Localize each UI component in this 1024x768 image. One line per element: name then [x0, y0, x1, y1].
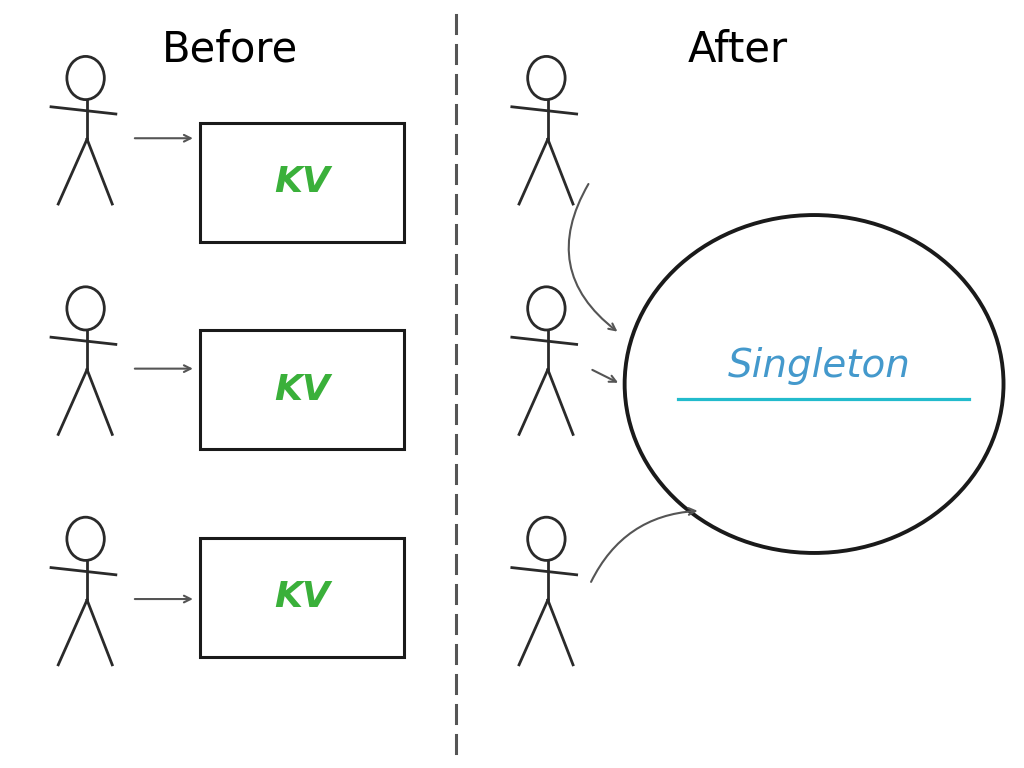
Text: Before: Before [162, 29, 299, 71]
Ellipse shape [527, 286, 565, 330]
Bar [200, 123, 404, 242]
Ellipse shape [527, 56, 565, 100]
Text: Singleton: Singleton [728, 347, 910, 385]
Ellipse shape [527, 517, 565, 561]
Ellipse shape [625, 215, 1004, 553]
Text: KV: KV [274, 580, 330, 614]
Bar [200, 330, 404, 449]
Ellipse shape [67, 286, 104, 330]
Text: After: After [687, 29, 787, 71]
Text: KV: KV [274, 165, 330, 200]
Text: KV: KV [274, 372, 330, 407]
Ellipse shape [67, 56, 104, 100]
Ellipse shape [67, 517, 104, 561]
Bar [200, 538, 404, 657]
